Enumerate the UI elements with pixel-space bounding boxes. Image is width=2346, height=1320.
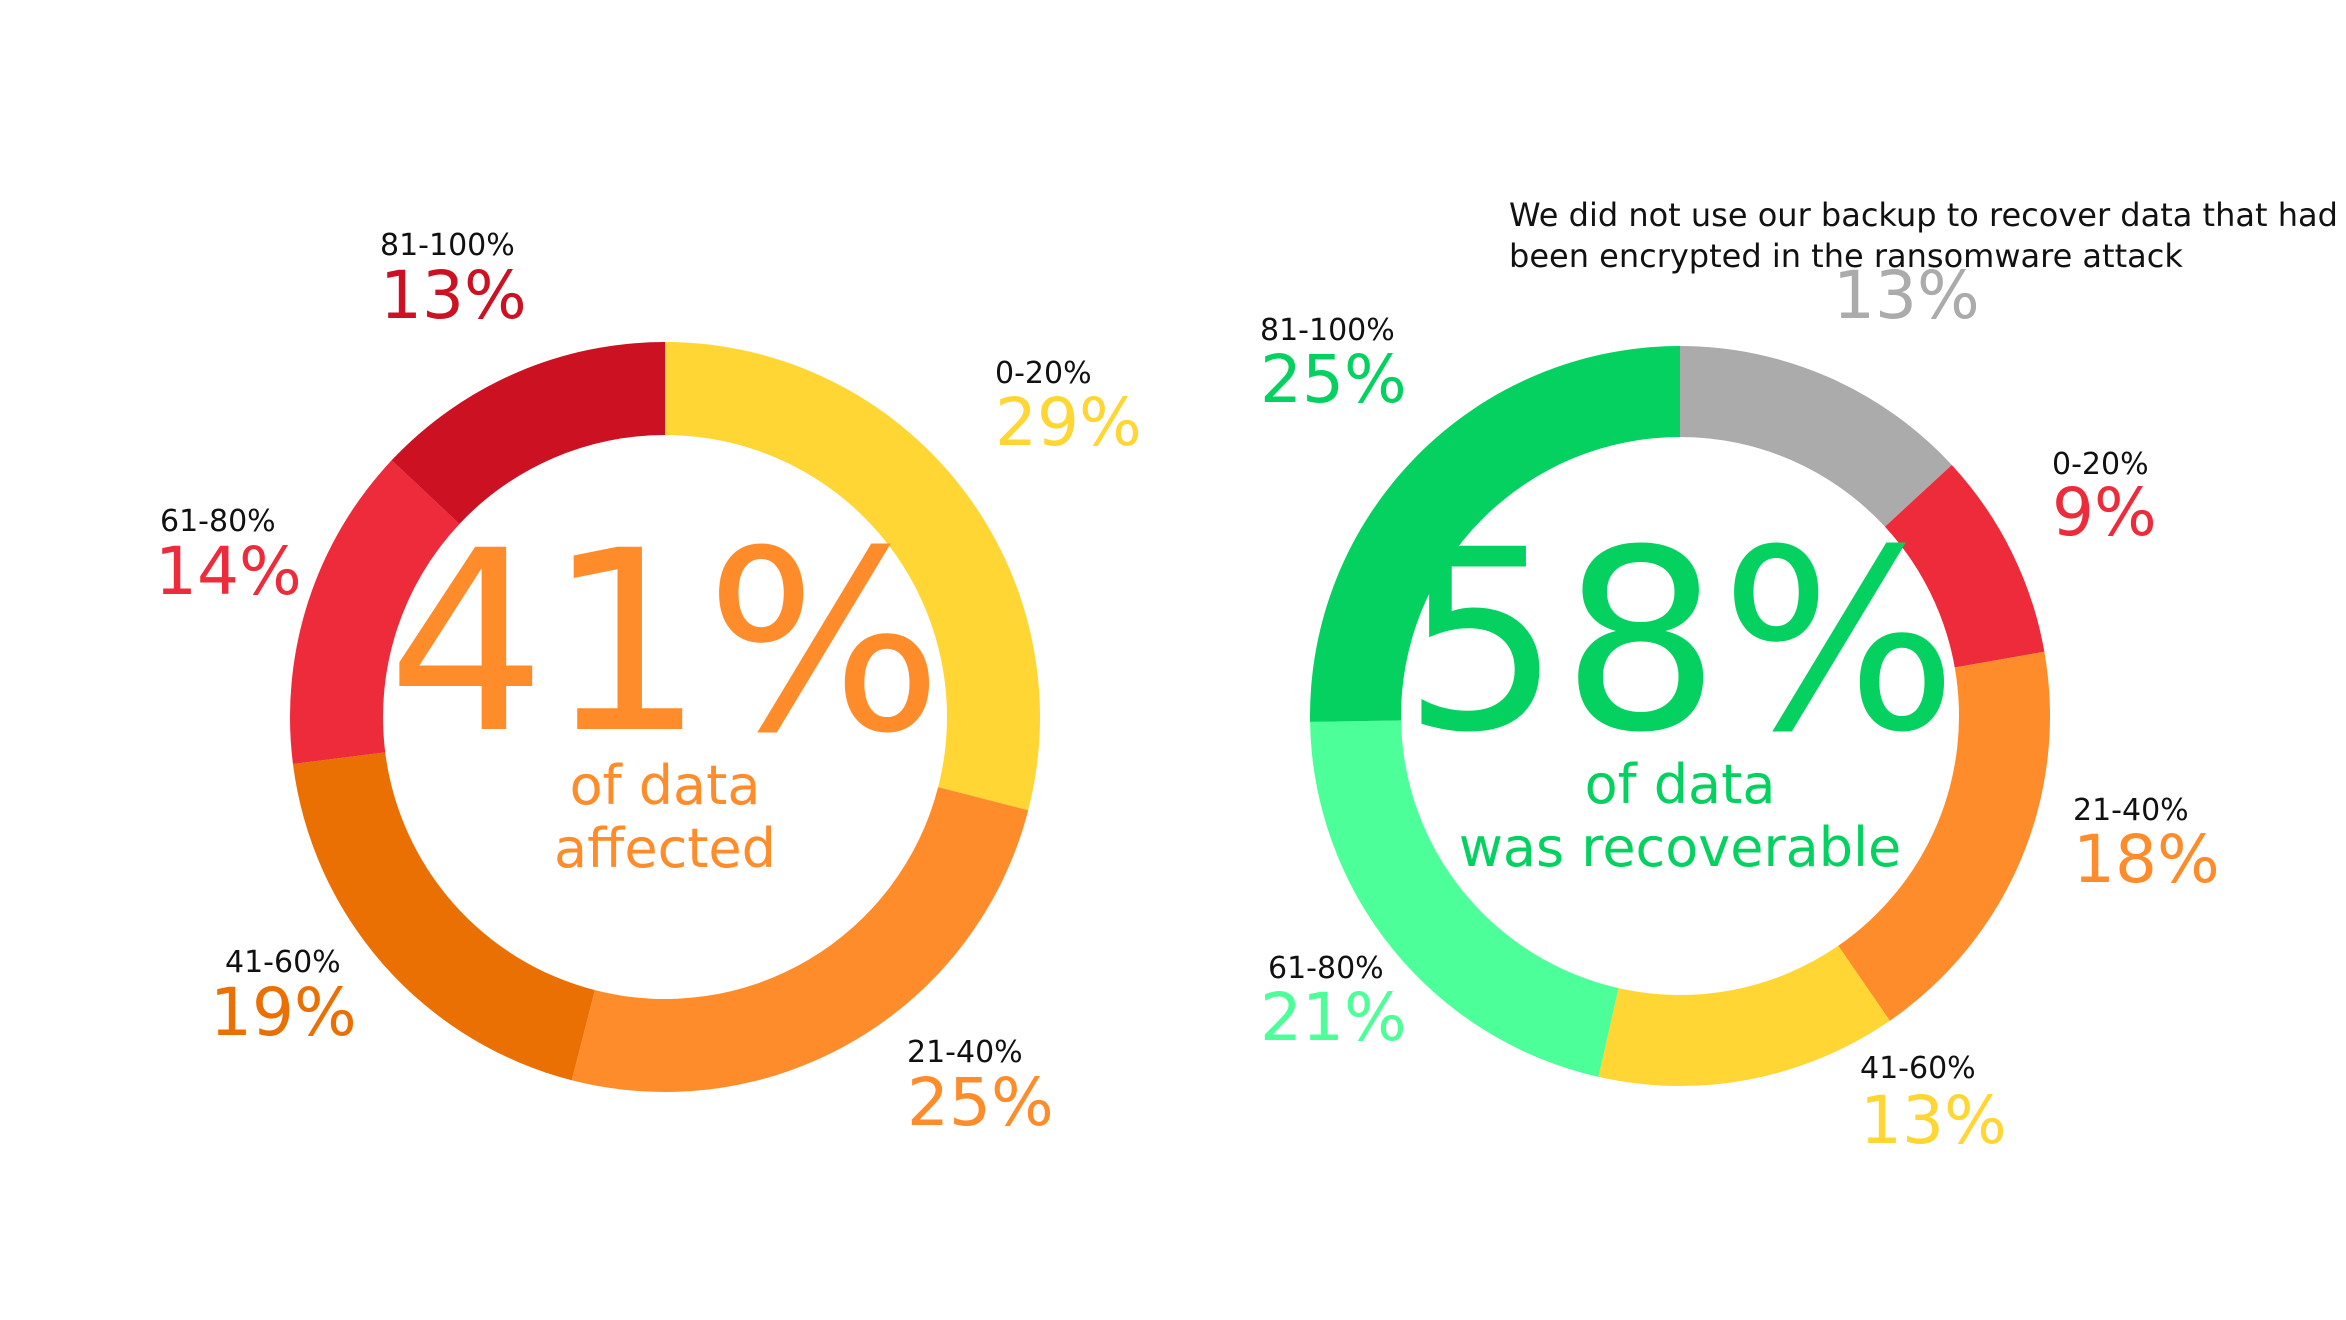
category-label: We did not use our backup to recover dat… xyxy=(1509,196,2338,275)
donut-segment xyxy=(1838,651,2050,1021)
category-label: 81-100% xyxy=(380,228,515,263)
donut-segment xyxy=(290,460,460,764)
value-label: 13% xyxy=(1860,1082,2007,1159)
donut-segment xyxy=(1310,346,1680,722)
donut-segment xyxy=(292,752,595,1081)
value-label: 29% xyxy=(995,384,1142,461)
category-label: 61-80% xyxy=(160,504,276,539)
value-label: 9% xyxy=(2052,474,2157,551)
category-label: 41-60% xyxy=(1860,1051,1976,1086)
center-text: was recoverable xyxy=(1459,816,1902,879)
value-label: 25% xyxy=(1260,341,1407,418)
donut-segment xyxy=(571,787,1029,1092)
value-label: 13% xyxy=(1833,257,1980,334)
donut-segment xyxy=(391,342,665,524)
category-label: 0-20% xyxy=(2052,447,2149,482)
donut-segment xyxy=(1884,464,2045,668)
value-label: 25% xyxy=(907,1064,1054,1141)
category-label: 0-20% xyxy=(995,356,1092,391)
center-value: 41% xyxy=(387,497,943,788)
center-text: affected xyxy=(554,817,776,880)
donut-segment xyxy=(1680,346,1952,527)
value-label: 14% xyxy=(155,533,302,610)
value-label: 21% xyxy=(1260,979,1407,1056)
center-value: 58% xyxy=(1402,496,1958,787)
center-text: of data xyxy=(1585,753,1776,816)
donut-segment xyxy=(1310,720,1619,1077)
category-label-box: We did not use our backup to recover dat… xyxy=(1509,196,2338,275)
category-label: 61-80% xyxy=(1268,951,1384,986)
category-label: 41-60% xyxy=(225,945,341,980)
value-label: 19% xyxy=(210,974,357,1051)
category-label: 81-100% xyxy=(1260,313,1395,348)
category-label: 21-40% xyxy=(907,1035,1023,1070)
center-text: of data xyxy=(570,754,761,817)
donut-segment xyxy=(665,342,1040,811)
value-label: 13% xyxy=(380,257,527,334)
category-label: 21-40% xyxy=(2073,793,2189,828)
donut-segment xyxy=(1598,945,1890,1086)
value-label: 18% xyxy=(2073,821,2220,898)
